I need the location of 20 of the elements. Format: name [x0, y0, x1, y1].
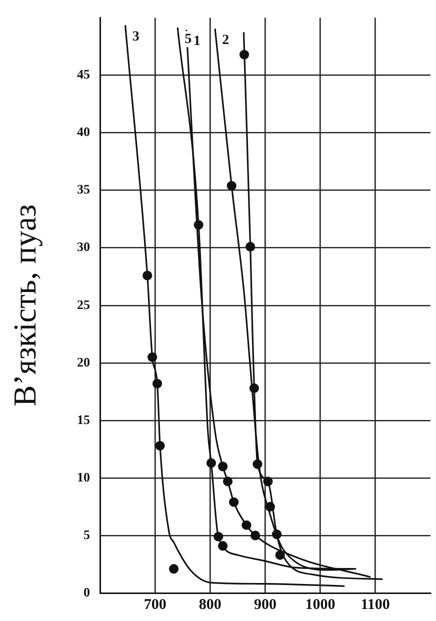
y-tick-label: 45: [77, 66, 90, 82]
x-tick-label: 1000: [305, 596, 336, 613]
x-tick-label: 900: [254, 596, 276, 613]
series-label: 5: [184, 32, 192, 47]
y-tick-label: 15: [77, 412, 90, 427]
y-tick-label: 25: [77, 296, 90, 312]
series-label: 1: [193, 34, 200, 50]
x-tick-label: 800: [198, 596, 222, 613]
y-tick-label: 5: [84, 526, 90, 542]
y-tick-label: 20: [77, 354, 90, 370]
y-tick-label: 40: [77, 124, 90, 140]
series-label: 3: [132, 29, 140, 44]
y-tick-label: 35: [77, 182, 90, 197]
y-axis-title: В’язкість, пуаз: [6, 204, 43, 406]
x-tick-label: 1100: [360, 596, 390, 613]
series-label: 2: [222, 32, 230, 48]
y-tick-label: 30: [77, 239, 90, 254]
y-tick-label: 0: [84, 584, 90, 600]
x-tick-label: 700: [144, 596, 166, 613]
y-tick-label: 10: [77, 469, 90, 484]
